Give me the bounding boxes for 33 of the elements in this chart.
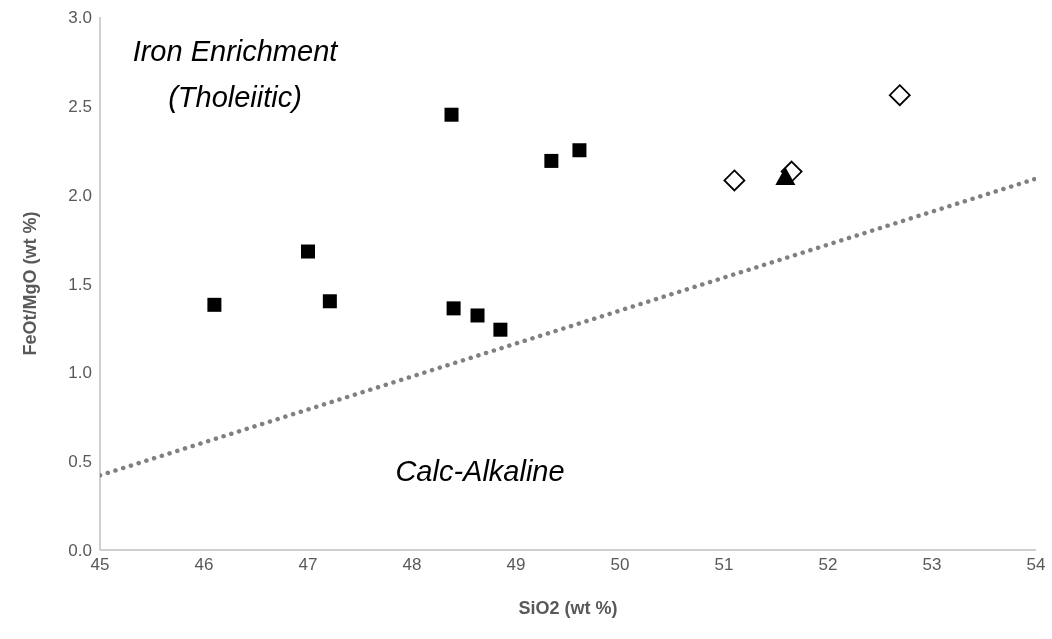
x-tick-label: 46 [194,555,214,575]
point [544,153,559,168]
y-tick-label: 0.5 [68,452,92,472]
y-tick-label: 2.0 [68,185,92,205]
point [301,244,315,259]
point [446,301,461,316]
point [723,169,746,192]
x-axis-title: SiO2 (wt %) [517,598,619,619]
point [572,143,587,158]
x-tick-label: 50 [610,555,630,575]
y-tick-label: 3.0 [68,8,92,28]
point [322,294,337,309]
y-tick-label: 1.0 [68,363,92,383]
point [207,297,222,312]
point [444,107,459,122]
x-tick-label: 53 [922,555,942,575]
point [493,322,508,337]
x-tick-label: 54 [1026,555,1046,575]
point [470,308,485,323]
point [775,166,796,185]
x-tick-label: 45 [90,555,110,575]
y-tick-label: 1.5 [68,274,92,294]
annotation: Calc-Alkaline [394,454,566,489]
x-tick-label: 47 [298,555,318,575]
annotation: Iron Enrichment (Tholeiitic) [131,34,340,115]
y-axis-title: FeOt/MgO (wt %) [20,211,41,356]
point [888,84,911,107]
x-tick-label: 49 [506,555,526,575]
x-tick-label: 51 [714,555,734,575]
y-tick-label: 0.0 [68,541,92,561]
x-tick-label: 52 [818,555,838,575]
x-tick-label: 48 [402,555,422,575]
y-tick-label: 2.5 [68,96,92,116]
